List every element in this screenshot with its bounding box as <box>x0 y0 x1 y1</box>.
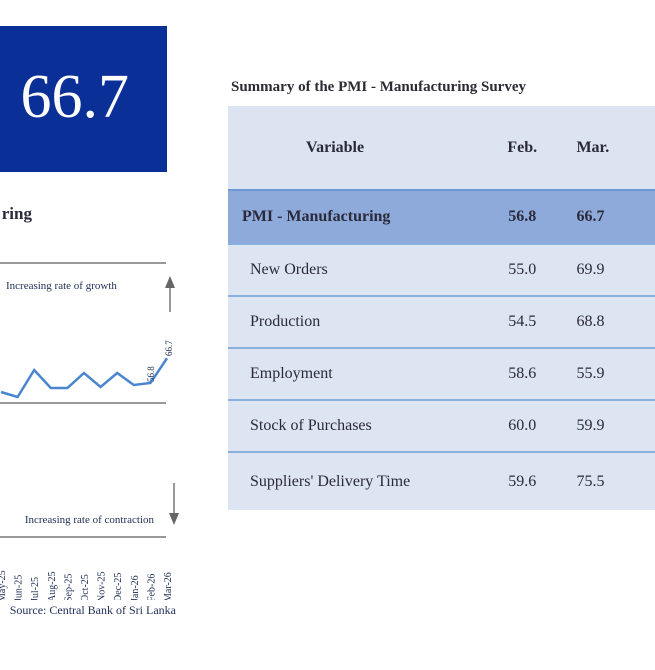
x-tick-label: Jun-25 <box>14 575 25 600</box>
table-row: Stock of Purchases 60.0 59.9 <box>228 400 655 452</box>
table-row: Production 54.5 68.8 <box>228 296 655 348</box>
data-label-mar: 66.7 <box>164 340 174 356</box>
cell-mar: 75.5 <box>576 472 605 490</box>
x-tick-label: Dec-25 <box>113 573 124 600</box>
table-row-pmi: PMI - Manufacturing 56.8 66.7 <box>228 190 655 244</box>
pmi-summary-table: Variable Feb. Mar. PMI - Manufacturing 5… <box>228 106 655 510</box>
pmi-series-line <box>0 357 169 399</box>
pmi-headline-box: 66.7 <box>0 26 167 172</box>
cell-feb: 55.0 <box>508 261 537 278</box>
x-tick-label: May-25 <box>0 570 8 600</box>
cell-mar: 69.9 <box>576 261 605 278</box>
chart-title: ring <box>1 204 32 223</box>
arrow-up-icon <box>165 276 175 312</box>
pmi-headline-value: 66.7 <box>20 63 130 131</box>
cell-feb: 60.0 <box>508 417 537 434</box>
x-tick-label: Jan-26 <box>130 575 141 600</box>
chart-source: Source: Central Bank of Sri Lanka <box>9 603 176 617</box>
x-tick-label: Aug-25 <box>47 571 58 600</box>
x-tick-label: Feb-26 <box>146 574 157 600</box>
header-feb: Feb. <box>507 138 538 156</box>
x-axis-labels: May-25 Jun-25 Jul-25 Aug-25 Sep-25 Oct-25 Nov-… <box>0 570 174 600</box>
growth-annotation: Increasing rate of growth <box>6 280 117 292</box>
x-tick-label: Jul-25 <box>30 577 41 600</box>
cell-variable: PMI - Manufacturing <box>242 208 391 225</box>
cell-variable: New Orders <box>250 261 328 278</box>
cell-feb: 58.6 <box>508 365 537 382</box>
cell-variable: Stock of Purchases <box>250 417 372 434</box>
cell-variable: Employment <box>250 365 333 382</box>
cell-mar: 66.7 <box>576 208 605 225</box>
cell-feb: 54.5 <box>508 313 537 330</box>
table-header-row: Variable Feb. Mar. <box>228 106 655 190</box>
cell-variable: Production <box>250 313 321 330</box>
cell-feb: 59.6 <box>508 472 537 490</box>
x-tick-label: Mar-26 <box>163 572 174 600</box>
arrow-down-icon <box>169 483 179 525</box>
contraction-annotation: Increasing rate of contraction <box>25 514 155 526</box>
pmi-line-chart: Increasing rate of growth 56.8 66.7 Incr… <box>0 262 179 600</box>
cell-mar: 55.9 <box>576 365 605 382</box>
table-title: Summary of the PMI - Manufacturing Surve… <box>231 79 526 95</box>
data-label-feb: 56.8 <box>146 366 156 382</box>
x-tick-label: Sep-25 <box>63 574 74 600</box>
header-mar: Mar. <box>576 138 610 156</box>
table-row: Suppliers' Delivery Time 59.6 75.5 <box>228 452 655 510</box>
x-tick-label: Oct-25 <box>80 574 91 600</box>
plot-area <box>0 357 169 399</box>
cell-variable: Suppliers' Delivery Time <box>250 472 411 490</box>
cell-mar: 68.8 <box>576 313 605 330</box>
table-row: Employment 58.6 55.9 <box>228 348 655 400</box>
cell-mar: 59.9 <box>576 417 605 434</box>
x-tick-label: Nov-25 <box>97 571 108 600</box>
header-variable: Variable <box>306 138 365 156</box>
cell-feb: 56.8 <box>508 208 537 225</box>
table-row: New Orders 55.0 69.9 <box>228 244 655 296</box>
